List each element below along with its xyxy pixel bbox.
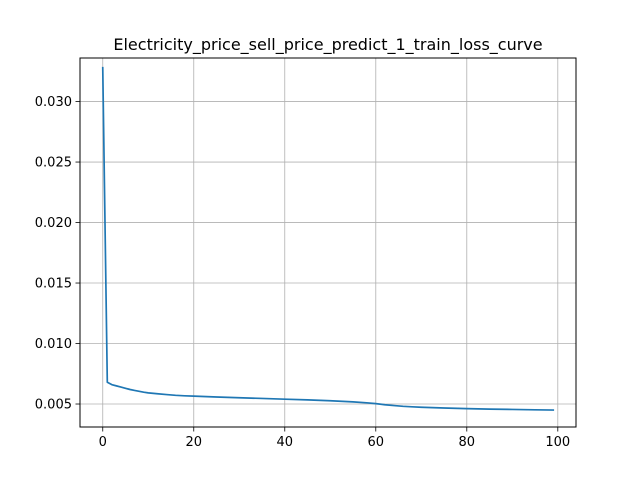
plot-area xyxy=(80,58,576,427)
x-tick-label: 20 xyxy=(185,435,202,450)
x-tick-label: 100 xyxy=(545,435,570,450)
series-group xyxy=(101,66,555,411)
y-tick-label: 0.030 xyxy=(35,95,72,110)
y-gridlines xyxy=(80,101,576,405)
chart-title: Electricity_price_sell_price_predict_1_t… xyxy=(113,35,542,55)
x-axis-ticks: 0 20 40 60 80 100 xyxy=(99,427,570,450)
y-tick-label: 0.025 xyxy=(35,156,72,171)
y-axis-ticks: 0.005 0.010 0.015 0.020 0.025 0.030 xyxy=(35,95,80,413)
x-tick-label: 60 xyxy=(368,435,385,450)
y-tick-label: 0.020 xyxy=(35,216,72,231)
x-tick-label: 0 xyxy=(99,435,107,450)
x-tick-label: 40 xyxy=(276,435,293,450)
y-tick-label: 0.005 xyxy=(35,398,72,413)
x-tick-label: 80 xyxy=(459,435,476,450)
y-tick-label: 0.015 xyxy=(35,277,72,292)
plot-frame xyxy=(79,57,577,428)
series-line-0 xyxy=(101,66,555,411)
y-tick-label: 0.010 xyxy=(35,337,72,352)
